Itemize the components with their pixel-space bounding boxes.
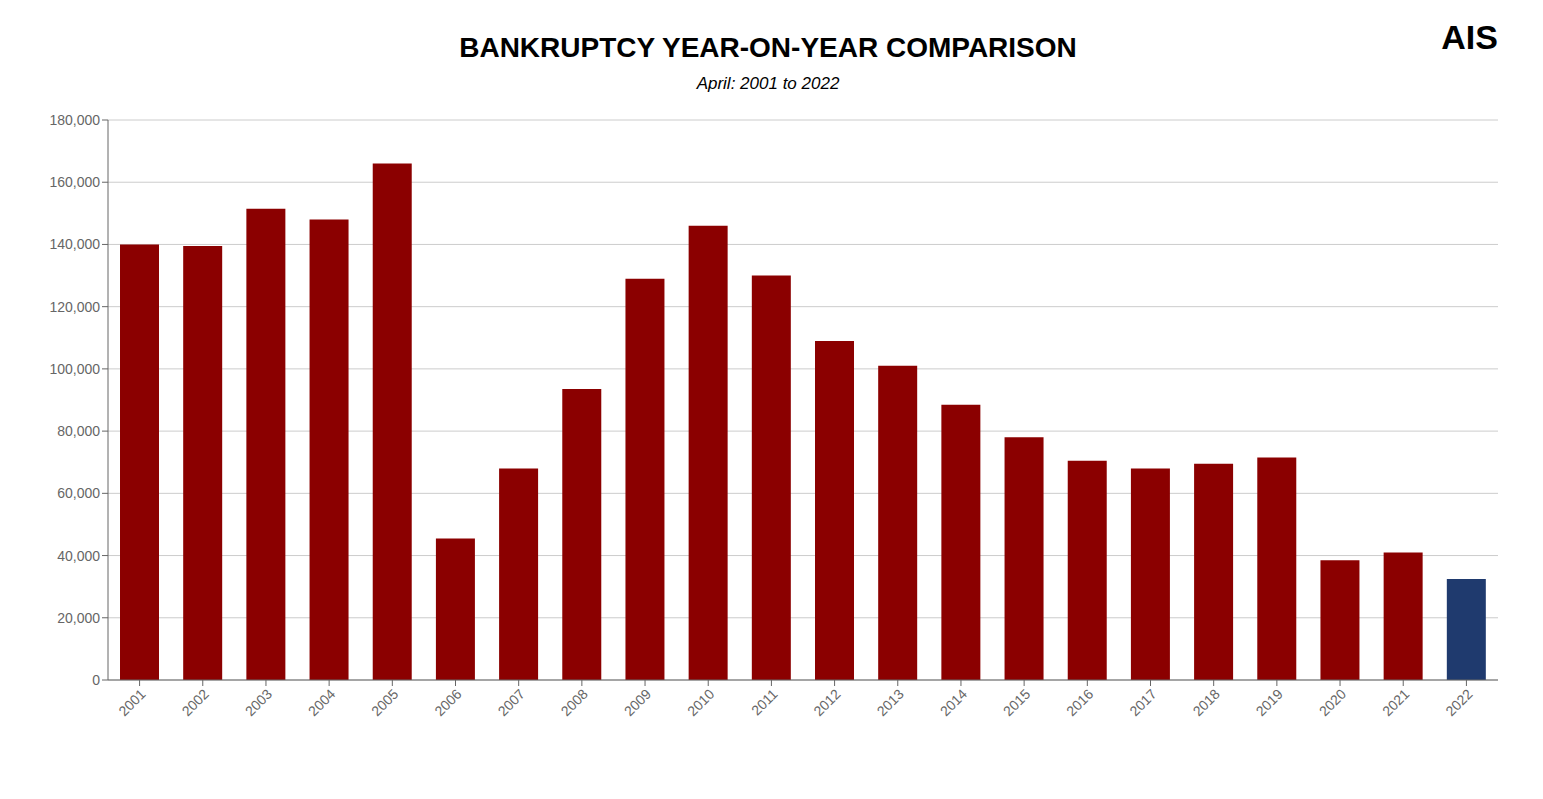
- svg-text:2020: 2020: [1316, 686, 1349, 719]
- svg-text:2017: 2017: [1126, 686, 1159, 719]
- svg-text:160,000: 160,000: [49, 174, 100, 190]
- svg-text:2008: 2008: [558, 686, 591, 719]
- svg-text:2012: 2012: [810, 686, 843, 719]
- svg-text:120,000: 120,000: [49, 299, 100, 315]
- svg-text:100,000: 100,000: [49, 361, 100, 377]
- svg-text:2013: 2013: [874, 686, 907, 719]
- svg-text:40,000: 40,000: [57, 548, 100, 564]
- svg-text:2005: 2005: [368, 686, 401, 719]
- svg-text:60,000: 60,000: [57, 485, 100, 501]
- svg-text:2009: 2009: [621, 686, 654, 719]
- svg-text:2001: 2001: [115, 686, 148, 719]
- svg-text:2010: 2010: [684, 686, 717, 719]
- svg-text:2016: 2016: [1063, 686, 1096, 719]
- svg-text:2003: 2003: [242, 686, 275, 719]
- svg-text:2007: 2007: [494, 686, 527, 719]
- svg-text:20,000: 20,000: [57, 610, 100, 626]
- svg-text:2015: 2015: [1000, 686, 1033, 719]
- html-text:AIS: AIS: [1441, 18, 1498, 56]
- html-text:April: 2001 to 2022: April: 2001 to 2022: [696, 74, 840, 93]
- svg-text:2014: 2014: [937, 686, 970, 719]
- svg-text:2006: 2006: [431, 686, 464, 719]
- svg-text:2004: 2004: [305, 686, 338, 719]
- svg-text:2019: 2019: [1253, 686, 1286, 719]
- svg-text:2011: 2011: [748, 686, 781, 719]
- svg-text:0: 0: [92, 672, 100, 688]
- svg-text:180,000: 180,000: [49, 112, 100, 128]
- svg-text:2018: 2018: [1189, 686, 1222, 719]
- svg-text:140,000: 140,000: [49, 236, 100, 252]
- svg-text:2022: 2022: [1442, 686, 1475, 719]
- svg-text:2021: 2021: [1379, 686, 1412, 719]
- svg-text:80,000: 80,000: [57, 423, 100, 439]
- svg-text:2002: 2002: [179, 686, 212, 719]
- html-text:BANKRUPTCY YEAR-ON-YEAR COMPAR: BANKRUPTCY YEAR-ON-YEAR COMPARISON: [459, 32, 1077, 63]
